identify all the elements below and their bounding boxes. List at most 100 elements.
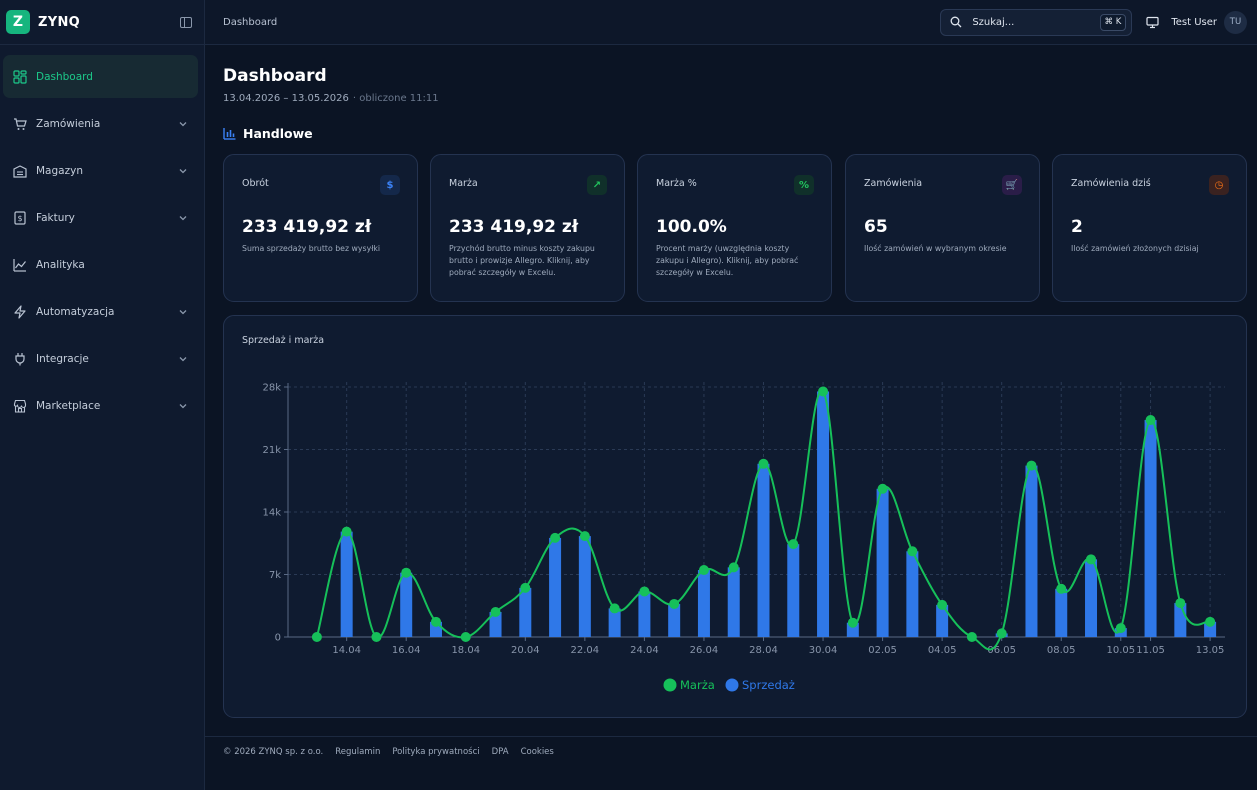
kpi-card[interactable]: Zamówienia dziś ◷ 2 Ilość zamówień złożonyc… xyxy=(1052,154,1247,302)
kpi-card[interactable]: Zamówienia 🛒 65 Ilość zamówień w wybranym o… xyxy=(845,154,1040,302)
page-title: Dashboard xyxy=(223,66,327,86)
y-tick-label: 7k xyxy=(269,570,281,581)
margin-point xyxy=(430,616,441,627)
monitor-icon[interactable] xyxy=(1146,16,1159,29)
margin-point xyxy=(788,539,799,550)
sidebar-item-integracje[interactable]: Integracje xyxy=(3,337,198,380)
sales-bar xyxy=(1174,603,1187,637)
x-tick-label: 13.05 xyxy=(1196,645,1225,656)
sidebar-item-magazyn[interactable]: Magazyn xyxy=(3,149,198,192)
section-title-text: Handlowe xyxy=(243,126,313,141)
kpi-description: Ilość zamówień w wybranym okresie xyxy=(864,244,1007,253)
sales-bar xyxy=(1055,588,1068,637)
sales-bar xyxy=(400,572,413,637)
margin-point xyxy=(1026,460,1037,471)
section-title: Handlowe xyxy=(223,126,313,141)
date-range: 13.04.2026 – 13.05.2026 · obliczone 11:11 xyxy=(223,93,439,104)
footer-link[interactable]: DPA xyxy=(491,747,509,757)
x-tick-label: 11.05 xyxy=(1136,645,1165,656)
sales-bar xyxy=(578,536,591,637)
margin-point xyxy=(639,586,650,597)
sales-margin-chart: 0 7k 14k 21k 28k 14.04 16.04 18.04 20.04 22.04 24.… xyxy=(262,382,1225,692)
margin-point xyxy=(520,582,531,593)
kpi-value: 233 419,92 zł xyxy=(242,217,372,237)
main-content: Dashboard 13.04.2026 – 13.05.2026 · oblic… xyxy=(205,46,1257,790)
margin-point xyxy=(758,458,769,469)
x-tick-label: 10.05 xyxy=(1106,645,1135,656)
warehouse-icon xyxy=(13,164,27,178)
x-tick-label: 16.04 xyxy=(392,645,421,656)
legend-sprzedaz-swatch xyxy=(725,678,739,692)
sidebar-item-label: Marketplace xyxy=(36,399,101,412)
search-input[interactable]: Szukaj... ⌘ K xyxy=(940,8,1133,36)
sales-bar xyxy=(668,603,681,637)
x-tick-label: 06.05 xyxy=(987,645,1016,656)
margin-point xyxy=(1205,616,1216,627)
margin-point xyxy=(907,546,918,557)
percent-icon: % xyxy=(794,175,814,195)
kpi-card[interactable]: Marża ↗ 233 419,92 zł Przychód brutto minus… xyxy=(430,154,625,302)
y-tick-label: 14k xyxy=(262,508,281,519)
avatar[interactable]: TU xyxy=(1224,10,1247,34)
bolt-icon xyxy=(13,304,27,319)
invoice-icon: $ xyxy=(13,210,27,225)
y-tick-label: 0 xyxy=(275,633,281,644)
margin-point xyxy=(847,617,858,628)
sidebar-item-automatyzacja[interactable]: Automatyzacja xyxy=(3,290,198,333)
margin-point xyxy=(550,532,561,543)
sales-bar xyxy=(936,604,949,637)
sidebar: Z ZYNQ Dashboard Zamówienia Magazyn $ Faktur… xyxy=(0,0,205,790)
search-placeholder: Szukaj... xyxy=(972,16,1015,28)
margin-point xyxy=(996,628,1007,639)
x-tick-label: 26.04 xyxy=(690,645,719,656)
sales-bar xyxy=(876,488,889,637)
x-tick-label: 02.05 xyxy=(868,645,897,656)
sidebar-item-analityka[interactable]: Analityka xyxy=(3,243,198,286)
margin-line xyxy=(315,389,1211,651)
trending-up-icon: ↗ xyxy=(587,175,607,195)
footer-link[interactable]: Regulamin xyxy=(335,747,381,757)
sidebar-item-zamówienia[interactable]: Zamówienia xyxy=(3,102,198,145)
sidebar-item-label: Automatyzacja xyxy=(36,305,115,318)
user-name[interactable]: Test User xyxy=(1171,16,1217,28)
sales-bar xyxy=(519,587,532,637)
x-tick-label: 30.04 xyxy=(809,645,838,656)
sales-chart-card: Sprzedaż i marża 0 7k 14k 21k 28k 14.04 16.04 1… xyxy=(223,315,1247,718)
sales-bar xyxy=(1144,420,1157,637)
sidebar-toggle-icon[interactable] xyxy=(180,16,192,28)
kpi-label: Zamówienia dziś xyxy=(1071,178,1151,189)
computed-time: · obliczone 11:11 xyxy=(352,93,439,104)
sidebar-item-label: Dashboard xyxy=(36,70,93,83)
grid-icon xyxy=(13,69,27,84)
sidebar-item-faktury[interactable]: $ Faktury xyxy=(3,196,198,239)
kpi-cards: Obrót $233 419,92 zł Suma sprzedaży brutto… xyxy=(223,154,1247,302)
legend-marza-label: Marża xyxy=(680,678,715,692)
margin-point xyxy=(579,531,590,542)
footer-link[interactable]: Polityka prywatności xyxy=(392,747,480,757)
sales-bar xyxy=(787,544,800,637)
search-icon xyxy=(950,16,962,28)
x-tick-label: 22.04 xyxy=(571,645,600,656)
app-name: ZYNQ xyxy=(38,14,80,30)
chevron-down-icon xyxy=(179,121,187,126)
margin-point xyxy=(401,567,412,578)
footer-link[interactable]: Cookies xyxy=(520,747,554,757)
sidebar-item-dashboard[interactable]: Dashboard xyxy=(3,55,198,98)
sidebar-item-label: Integracje xyxy=(36,352,89,365)
x-tick-label: 28.04 xyxy=(749,645,778,656)
margin-point xyxy=(966,632,977,642)
plug-icon xyxy=(13,352,27,366)
legend-sprzedaz-label: Sprzedaż xyxy=(742,678,795,692)
breadcrumb[interactable]: Dashboard xyxy=(223,16,278,28)
sales-bar xyxy=(757,463,770,637)
margin-point xyxy=(460,632,471,642)
sales-bar xyxy=(340,531,353,637)
kpi-card[interactable]: Marża %% 100.0% Procent marży (uwzględnia … xyxy=(637,154,832,302)
sidebar-item-marketplace[interactable]: Marketplace xyxy=(3,384,198,427)
chevron-down-icon xyxy=(179,309,187,314)
sales-bar xyxy=(608,608,621,637)
logo[interactable]: Z xyxy=(6,10,30,34)
sales-bar xyxy=(697,570,710,637)
date-range-text: 13.04.2026 – 13.05.2026 xyxy=(223,93,349,104)
kpi-card[interactable]: Obrót $233 419,92 zł Suma sprzedaży brutto… xyxy=(223,154,418,302)
